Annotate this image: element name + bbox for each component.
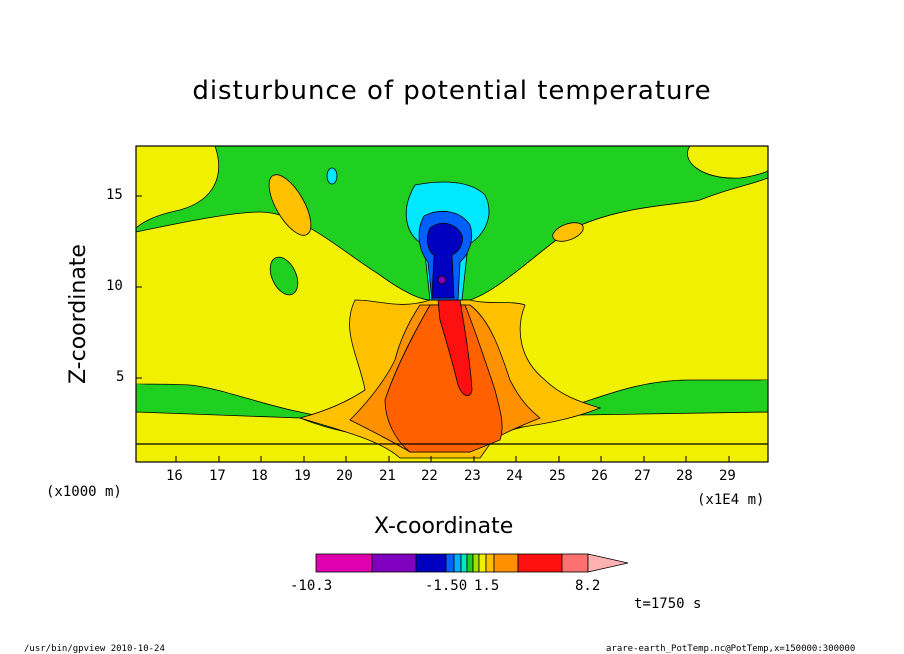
x-tick-label: 16 [166, 468, 183, 484]
x-tick-label: 25 [549, 468, 566, 484]
x-tick-label: 27 [634, 468, 651, 484]
x-tick-label: 21 [379, 468, 396, 484]
y-tick-label: 10 [106, 278, 123, 294]
chart-title: disturbunce of potential temperature [192, 76, 712, 106]
orange-island-right [552, 222, 584, 242]
warm-core-red [437, 299, 473, 397]
cyan-island [326, 167, 338, 185]
colorbar-label: 8.2 [575, 578, 601, 594]
yellow-top-left [136, 146, 219, 229]
footer-right: arare-earth_PotTemp.nc@PotTemp,x=150000:… [606, 644, 856, 654]
contour-fill [136, 146, 768, 462]
yellow-top-right [687, 146, 768, 179]
x-axis-label: X-coordinate [374, 514, 514, 539]
cold-purple [437, 275, 447, 285]
time-label: t=1750 s [634, 596, 702, 612]
x-tick-label: 22 [421, 468, 438, 484]
footer-left: /usr/bin/gpview 2010-10-24 [24, 644, 165, 654]
green-bottom-right-band [620, 380, 768, 408]
x-unit-left: (x1000 m) [46, 484, 122, 500]
x-tick-label: 29 [719, 468, 736, 484]
x-tick-label: 18 [251, 468, 268, 484]
x-tick-label: 20 [336, 468, 353, 484]
x-ticks [175, 456, 730, 462]
x-tick-label: 24 [506, 468, 523, 484]
colorbar-label: -1.50 [425, 578, 468, 594]
green-bottom-left-band [136, 384, 240, 408]
colorbar [315, 553, 629, 573]
green-island [269, 256, 299, 296]
plot-frame [135, 145, 769, 463]
x-tick-label: 19 [294, 468, 311, 484]
warm-plume-dark-orange [384, 304, 503, 453]
x-tick-label: 28 [676, 468, 693, 484]
x-unit-right: (x1E4 m) [697, 492, 765, 508]
y-tick-label: 15 [106, 187, 123, 203]
y-axis-label: Z-coordinate [66, 244, 91, 384]
cold-navy [426, 222, 463, 299]
y-tick-label: 5 [116, 369, 125, 385]
colorbar-label: 1.5 [474, 578, 500, 594]
orange-island-left [268, 174, 312, 236]
colorbar-label: -10.3 [290, 578, 333, 594]
y-ticks [136, 195, 142, 379]
x-tick-label: 26 [591, 468, 608, 484]
x-tick-label: 23 [464, 468, 481, 484]
x-tick-label: 17 [209, 468, 226, 484]
